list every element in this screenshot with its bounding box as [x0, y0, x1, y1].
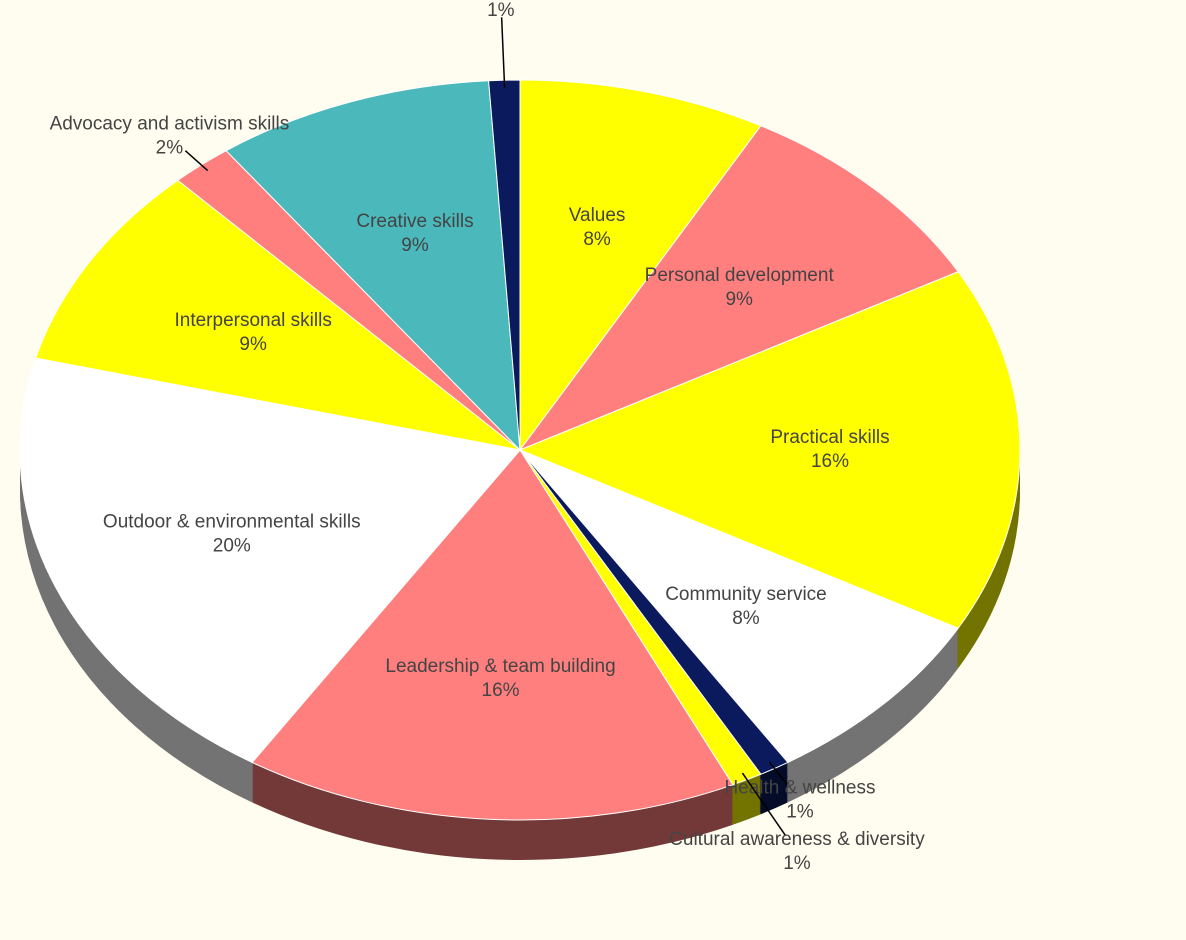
leader-line: [768, 761, 788, 785]
slice-label: Outdoor & environmental skills: [103, 511, 361, 532]
slice: [225, 80, 521, 452]
slice-value-label: 1%: [786, 801, 814, 822]
slice-label: Creative skills: [356, 211, 473, 232]
slice-value-label: 9%: [401, 235, 429, 256]
slice-label: Leadership & team building: [385, 656, 615, 677]
slice-label: Practical skills: [770, 427, 889, 448]
slice-label: Personal development: [645, 265, 835, 286]
leader-line: [500, 17, 506, 88]
slice-value-label: 2%: [156, 137, 184, 158]
slice-value-label: 9%: [239, 334, 267, 355]
slice: [518, 271, 1021, 629]
slice-value-label: 16%: [482, 680, 520, 701]
slice-value-label: 20%: [213, 535, 251, 556]
slice-label: Community service: [665, 584, 827, 605]
slice-value-label: 16%: [811, 451, 849, 472]
slice: [519, 79, 762, 452]
slice-label: Cultural awareness & diversity: [669, 829, 925, 850]
slice-value-label: 8%: [732, 608, 760, 629]
slice: [35, 179, 521, 451]
leader-line: [741, 772, 787, 837]
slice: [251, 449, 734, 821]
slice-label: Advocacy and activism skills: [50, 113, 290, 134]
slice: [19, 357, 521, 764]
slice: [518, 125, 959, 452]
slice-value-label: 1%: [487, 0, 515, 21]
slice-value-label: 1%: [783, 853, 811, 874]
leader-line: [184, 150, 209, 172]
slice-label: Interpersonal skills: [174, 310, 331, 331]
slice-value-label: 8%: [583, 229, 611, 250]
slice-value-label: 9%: [725, 289, 753, 310]
slice: [519, 449, 959, 764]
slice-label: Health & wellness: [724, 777, 875, 798]
slice-label: Values: [569, 205, 626, 226]
